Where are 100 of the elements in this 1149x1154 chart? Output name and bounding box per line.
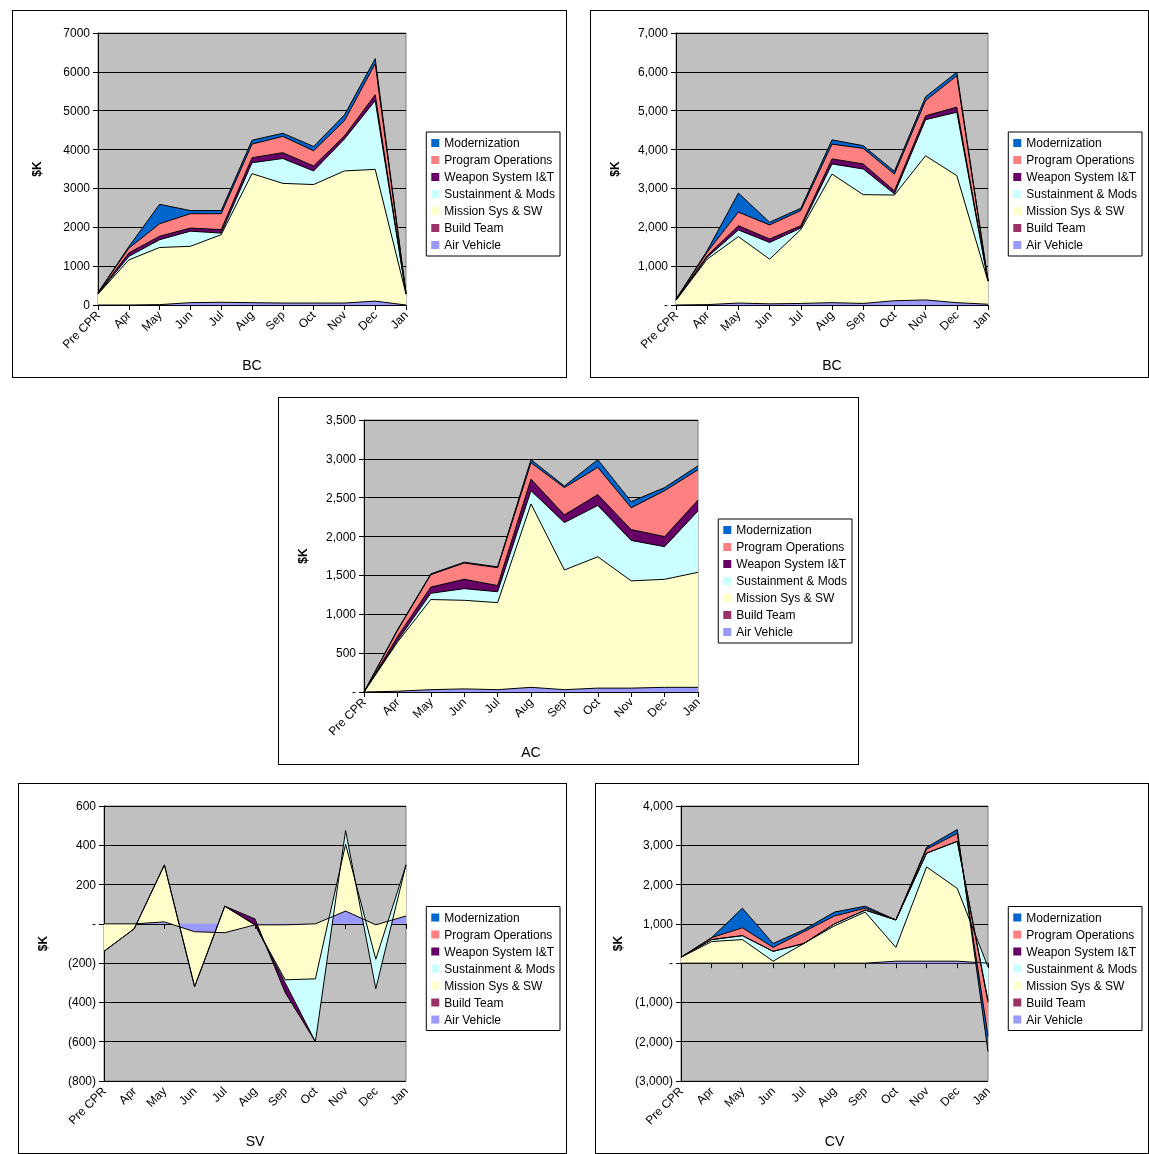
- y-tick-label: -: [92, 916, 96, 931]
- legend-label: Air Vehicle: [444, 1012, 502, 1027]
- legend-label: Air Vehicle: [1026, 1012, 1084, 1027]
- legend-label: Mission Sys & SW: [1026, 978, 1125, 993]
- y-tick-label: 2,000: [642, 877, 674, 892]
- x-tick-label: Aug: [811, 308, 837, 334]
- y-tick-label: (3,000): [634, 1074, 673, 1088]
- y-tick-label: 2000: [63, 220, 91, 235]
- y-tick-label: 3,000: [325, 451, 357, 466]
- x-tick-label: Jan: [679, 695, 703, 719]
- legend-label: Modernization: [444, 910, 520, 925]
- x-tick-label: Oct: [579, 694, 604, 719]
- x-tick-label: Jul: [785, 308, 806, 329]
- x-tick-label: Oct: [297, 1083, 321, 1108]
- legend-label: Air Vehicle: [444, 238, 502, 252]
- legend-label: Modernization: [1026, 910, 1102, 925]
- x-axis-title: AC: [521, 743, 541, 760]
- legend-label: Program Operations: [1026, 153, 1135, 167]
- legend-label: Air Vehicle: [1026, 238, 1084, 252]
- y-axis-title: $K: [608, 161, 622, 177]
- legend-label: Program Operations: [444, 153, 553, 167]
- y-tick-label: 4000: [63, 142, 91, 157]
- y-tick-label: 0: [83, 298, 91, 312]
- y-tick-label: (200): [67, 956, 96, 971]
- x-tick-label: Oct: [295, 307, 320, 332]
- y-tick-label: 7,000: [637, 26, 669, 40]
- y-tick-label: 1,000: [637, 259, 669, 274]
- x-tick-label: Sep: [544, 694, 570, 721]
- y-tick-label: (800): [67, 1074, 96, 1088]
- x-tick-label: Dec: [644, 695, 670, 721]
- legend-label: Program Operations: [736, 540, 845, 554]
- y-tick-label: 5000: [63, 103, 91, 118]
- legend-label: Sustainment & Mods: [1026, 187, 1137, 201]
- legend-label: Sustainment & Mods: [1026, 961, 1137, 976]
- x-tick-label: Dec: [937, 1084, 963, 1110]
- legend-label: Mission Sys & SW: [1026, 204, 1125, 218]
- x-tick-label: Apr: [110, 308, 134, 332]
- y-tick-label: 6,000: [637, 64, 669, 79]
- x-axis-title: CV: [824, 1132, 845, 1149]
- y-tick-label: (400): [67, 995, 96, 1010]
- x-tick-label: Aug: [231, 308, 257, 334]
- x-axis-title: BC: [822, 356, 842, 373]
- x-tick-label: Apr: [693, 1084, 717, 1108]
- legend-label: Build Team: [1026, 995, 1086, 1010]
- x-tick-label: Sep: [262, 307, 288, 334]
- legend-label: Modernization: [1026, 136, 1102, 150]
- x-tick-label: Apr: [116, 1084, 140, 1108]
- legend-label: Weapon System I&T: [1026, 944, 1137, 959]
- y-tick-label: 600: [75, 799, 97, 813]
- y-tick-label: 2,000: [637, 220, 669, 235]
- legend-label: Build Team: [1026, 221, 1086, 235]
- x-tick-label: Jun: [175, 1084, 200, 1108]
- x-tick-label: Apr: [689, 308, 713, 332]
- y-tick-label: 1,500: [325, 568, 357, 583]
- x-tick-label: Dec: [355, 308, 381, 334]
- y-axis-title: $K: [611, 935, 626, 952]
- legend-label: Sustainment & Mods: [444, 187, 555, 201]
- legend-label: Modernization: [444, 136, 520, 150]
- legend-label: Weapon System I&T: [736, 557, 847, 571]
- y-tick-label: 3,000: [642, 838, 674, 853]
- x-tick-label: Oct: [877, 1083, 902, 1108]
- x-tick-label: Dec: [355, 1084, 381, 1110]
- legend-label: Mission Sys & SW: [444, 978, 543, 993]
- x-tick-label: Jun: [750, 308, 775, 332]
- y-tick-label: 200: [75, 877, 97, 892]
- legend-label: Sustainment & Mods: [736, 574, 847, 588]
- x-tick-label: Aug: [814, 1084, 840, 1110]
- y-tick-label: 1,000: [325, 607, 357, 622]
- y-tick-label: 6000: [63, 64, 91, 79]
- y-tick-label: 400: [75, 838, 97, 853]
- y-tick-label: 3,500: [325, 413, 357, 427]
- x-tick-label: Jul: [205, 308, 227, 329]
- legend-label: Program Operations: [1026, 927, 1135, 942]
- y-tick-label: 1000: [63, 259, 91, 274]
- y-tick-label: 7000: [63, 26, 91, 40]
- y-tick-label: -: [669, 956, 673, 971]
- x-tick-label: Sep: [845, 1083, 871, 1110]
- legend-label: Build Team: [444, 995, 504, 1010]
- y-tick-label: 3000: [63, 181, 91, 196]
- x-tick-label: Jun: [171, 308, 196, 332]
- legend-label: Build Team: [444, 221, 504, 235]
- x-axis-title: BC: [242, 356, 262, 373]
- y-tick-label: 500: [335, 646, 357, 661]
- y-tick-label: -: [664, 298, 668, 312]
- y-tick-label: (1,000): [634, 995, 673, 1010]
- y-tick-label: 5,000: [637, 103, 669, 118]
- x-tick-label: Sep: [843, 307, 869, 334]
- legend-label: Sustainment & Mods: [444, 961, 555, 976]
- x-tick-label: Aug: [234, 1084, 260, 1110]
- x-tick-label: Jul: [209, 1084, 230, 1105]
- y-tick-label: 4,000: [637, 142, 669, 157]
- y-tick-label: 1,000: [642, 916, 674, 931]
- x-axis-title: SV: [245, 1132, 265, 1149]
- y-tick-label: 2,000: [325, 529, 357, 544]
- legend-label: Weapon System I&T: [1026, 170, 1137, 184]
- x-tick-label: Jul: [481, 695, 503, 716]
- legend-label: Air Vehicle: [736, 625, 794, 639]
- legend-label: Mission Sys & SW: [444, 204, 543, 218]
- x-tick-label: Nov: [611, 695, 637, 721]
- x-tick-label: Jan: [387, 308, 411, 332]
